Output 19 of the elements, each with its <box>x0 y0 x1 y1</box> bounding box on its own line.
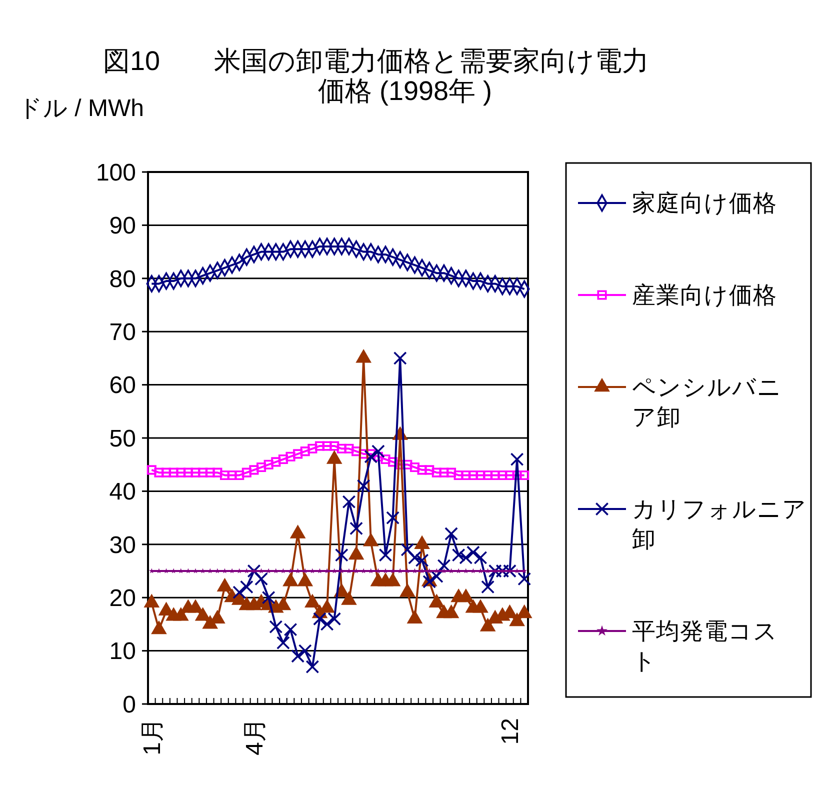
y-tick-label: 40 <box>109 478 136 506</box>
legend-label: カリフォルニア卸 <box>632 496 807 552</box>
legend-label: ペンシルバニア卸 <box>632 374 782 430</box>
legend-label: 平均発電コスト <box>632 618 778 674</box>
y-tick-label: 0 <box>122 691 136 718</box>
x-tick-label: 12 <box>497 718 524 745</box>
y-tick-label: 20 <box>109 585 136 612</box>
legend-label: 家庭向け価格 <box>632 190 777 216</box>
y-tick-label: 100 <box>96 159 136 186</box>
y-tick-label: 70 <box>109 319 136 346</box>
y-tick-label: 90 <box>109 212 136 240</box>
x-tick-label: 1月 <box>139 718 166 756</box>
y-tick-label: 80 <box>109 266 136 293</box>
y-tick-label: 60 <box>109 372 136 400</box>
y-tick-label: 50 <box>109 425 136 452</box>
y-tick-label: 30 <box>109 532 136 559</box>
legend-label: 産業向け価格 <box>632 282 777 308</box>
y-tick-label: 10 <box>109 638 136 666</box>
x-tick-label: 4月 <box>241 718 268 756</box>
